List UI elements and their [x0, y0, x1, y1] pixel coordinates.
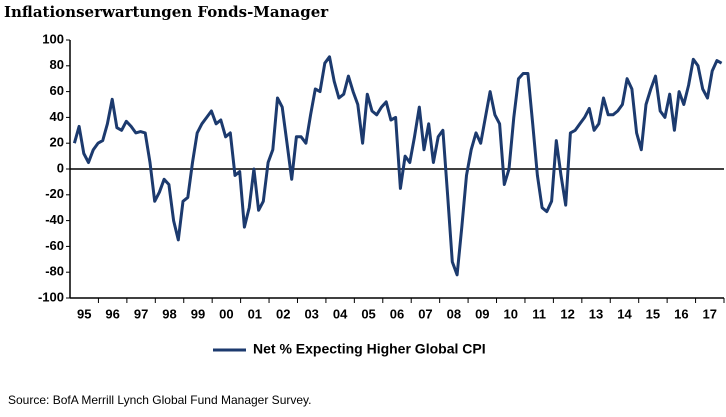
x-tick-label: 13: [589, 306, 603, 321]
x-tick-label: 03: [304, 306, 318, 321]
x-tick-label: 99: [191, 306, 205, 321]
y-tick-label: 100: [42, 31, 64, 46]
x-tick-label: 15: [646, 306, 660, 321]
y-tick-label: -60: [45, 238, 64, 253]
x-tick-label: 04: [333, 306, 348, 321]
data-line: [72, 55, 723, 277]
legend-label: Net % Expecting Higher Global CPI: [253, 341, 486, 357]
y-tick-label: -20: [45, 186, 64, 201]
x-tick-label: 07: [418, 306, 432, 321]
x-tick-label: 16: [674, 306, 688, 321]
x-tick-label: 00: [219, 306, 233, 321]
x-tick-label: 95: [77, 306, 91, 321]
y-tick-label: 40: [50, 109, 64, 124]
x-tick-label: 08: [447, 306, 461, 321]
y-tick-label: -40: [45, 212, 64, 227]
x-tick-label: 02: [276, 306, 290, 321]
chart-title: Inflationserwartungen Fonds-Manager: [4, 3, 329, 21]
x-tick-label: 98: [162, 306, 176, 321]
x-tick-label: 11: [532, 306, 546, 321]
y-tick-label: -100: [38, 289, 64, 304]
x-tick-label: 09: [475, 306, 489, 321]
x-tick-label: 97: [134, 306, 148, 321]
x-tick-label: 06: [390, 306, 404, 321]
y-tick-label: -80: [45, 264, 64, 279]
y-tick-label: 20: [50, 135, 64, 150]
x-tick-label: 01: [248, 306, 262, 321]
x-tick-label: 05: [361, 306, 375, 321]
x-tick-label: 14: [617, 306, 632, 321]
x-tick-label: 96: [105, 306, 119, 321]
x-tick-label: 10: [504, 306, 518, 321]
x-tick-label: 12: [560, 306, 574, 321]
y-tick-label: 60: [50, 83, 64, 98]
y-tick-label: 0: [57, 160, 64, 175]
source-note: Source: BofA Merrill Lynch Global Fund M…: [8, 393, 311, 407]
y-tick-label: 80: [50, 57, 64, 72]
x-tick-label: 17: [703, 306, 717, 321]
